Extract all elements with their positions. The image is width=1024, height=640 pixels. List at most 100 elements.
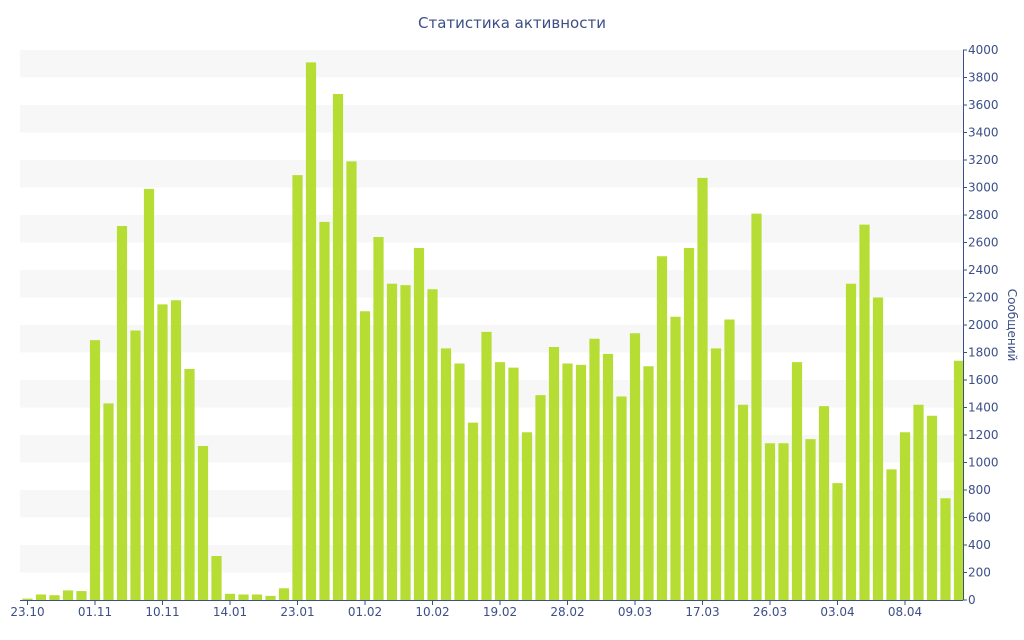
x-tick-label: 17.03 [685,605,719,619]
y-tick-label: 3000 [968,181,999,195]
grid-band [20,105,963,133]
y-tick-label: 1000 [968,456,999,470]
bar [548,347,560,600]
bar [346,161,357,601]
bar [35,594,47,600]
x-tick-labels: 23.10 01.11 10.11 14.01 23.01 01.02 10.02 19.02… [10,605,922,619]
bar [724,319,735,600]
grid-band [20,50,963,78]
bar [400,285,411,601]
bar [251,594,263,600]
bar [791,362,803,601]
bar [656,256,668,600]
bar [764,443,776,600]
bar [494,362,506,601]
y-tick-label: 2200 [968,291,999,305]
bar [49,595,60,600]
bar [899,432,911,600]
y-axis-title: Сообщений [1005,289,1019,362]
bar [683,248,695,600]
x-tick-label: 10.11 [145,605,179,619]
x-tick-label: 03.04 [820,605,854,619]
grid-band [20,270,963,298]
y-tick-label: 3400 [968,126,999,140]
bar [265,595,276,601]
y-tick-label: 2400 [968,263,999,277]
bar [224,593,236,600]
x-tick-label: 01.02 [348,605,382,619]
bar [197,446,209,600]
bar [602,353,614,601]
bar [413,248,425,600]
bar [211,556,222,600]
x-tick-label: 14.01 [213,605,247,619]
y-tick-label: 400 [968,538,991,552]
y-tick-label: 600 [968,511,991,525]
bar [508,367,519,601]
bar [89,340,101,601]
bar [926,415,938,600]
x-tick-label: 26.03 [753,605,787,619]
bar [427,289,438,600]
bar [62,590,74,601]
bar [319,221,330,601]
y-tick-label: 3600 [968,98,999,112]
bar [292,175,303,601]
bar [643,366,654,600]
bar [332,94,344,600]
y-tick-label: 1400 [968,401,999,415]
bar [481,331,492,601]
bar [859,224,870,601]
grid-band [20,215,963,243]
x-tick-label: 19.02 [483,605,517,619]
bar [940,498,951,600]
bar [454,363,465,600]
x-tick-label: 23.10 [10,605,44,619]
y-tick-labels: 0 200 400 600 800 1000 1200 1400 1600 1800 2000 220… [968,43,999,607]
bar [440,348,452,601]
bar [238,594,249,600]
bar [535,395,546,601]
bar [805,439,816,601]
bar [575,364,587,601]
bar [305,62,317,601]
bar [886,469,897,601]
y-tick-label: 2000 [968,318,999,332]
y-tick-label: 800 [968,483,991,497]
bar [832,483,843,601]
grid-band [20,160,963,188]
bar [872,297,884,600]
bar [670,316,681,600]
bar [467,422,479,601]
y-tick-label: 3800 [968,71,999,85]
bar [953,360,965,600]
bar [818,406,830,601]
bar [845,283,857,600]
bar [697,177,708,601]
bar [22,598,33,601]
x-tick-label: 09.03 [618,605,652,619]
bar-series [22,62,965,601]
bar [710,348,722,601]
bar [143,188,155,600]
axes [20,49,967,605]
bar [184,369,195,600]
y-tick-label: 1800 [968,346,999,360]
y-tick-label: 200 [968,566,991,580]
bar [157,304,168,601]
bar [103,403,114,601]
bar [616,396,627,600]
x-tick-label: 08.04 [888,605,922,619]
bar [170,300,182,600]
bar [778,443,789,600]
y-tick-label: 4000 [968,43,999,57]
bar [629,333,641,600]
bar [521,432,533,600]
bar [359,311,371,600]
chart-title: Статистика активности [418,14,606,32]
y-tick-label: 0 [968,593,976,607]
x-tick-label: 23.01 [280,605,314,619]
x-tick-label: 28.02 [550,605,584,619]
y-tick-label: 1200 [968,428,999,442]
